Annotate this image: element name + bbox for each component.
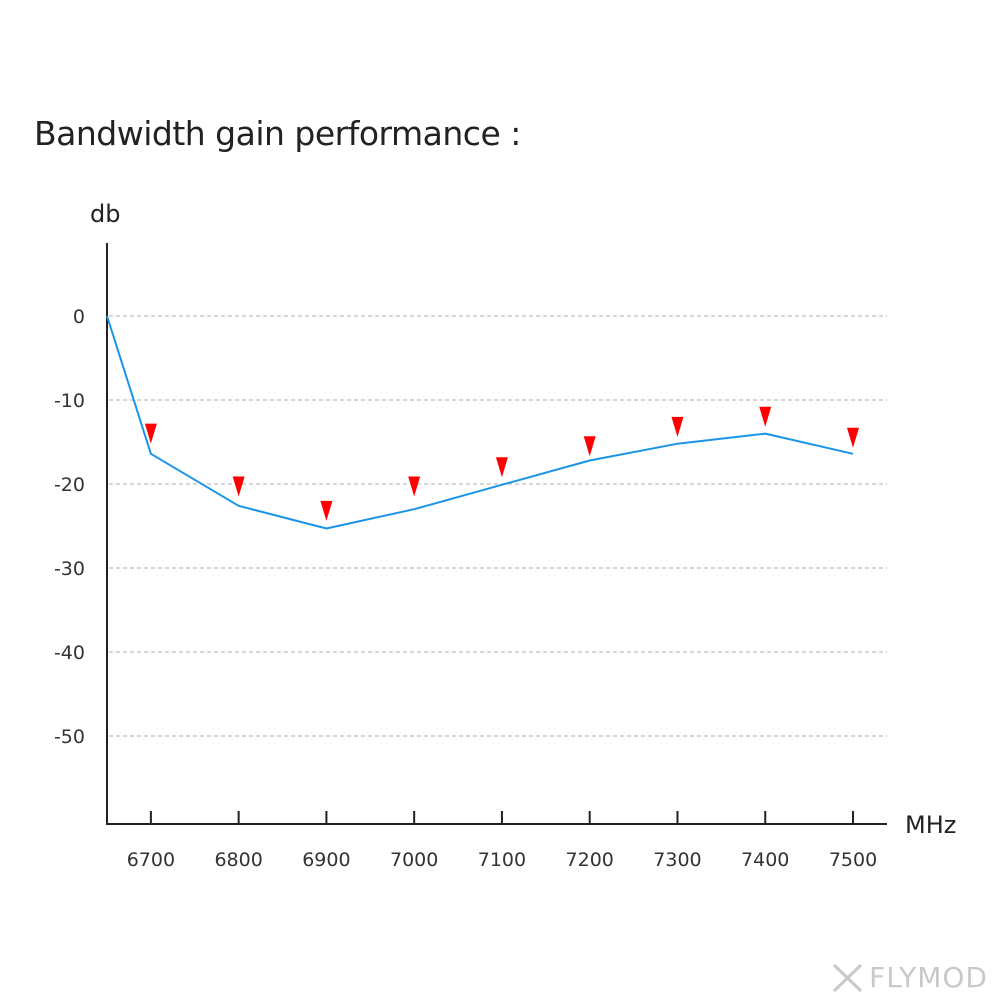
x-tick-label: 7200 xyxy=(566,849,614,871)
markers xyxy=(144,406,859,521)
grid-lines xyxy=(109,315,887,737)
marker-triangle xyxy=(671,416,684,437)
x-tick-label: 6900 xyxy=(302,849,350,871)
y-tick-label: -20 xyxy=(54,474,85,496)
x-tick-label: 7000 xyxy=(390,849,438,871)
marker-triangle xyxy=(583,436,596,457)
series xyxy=(106,315,854,530)
gain-line xyxy=(106,315,854,530)
marker-triangle xyxy=(408,476,421,497)
marker-triangle xyxy=(232,476,245,497)
y-tick-label: 0 xyxy=(73,306,85,328)
marker-triangle xyxy=(759,406,772,427)
marker-triangle xyxy=(144,423,157,444)
marker-triangle xyxy=(847,427,859,448)
marker-triangle xyxy=(495,457,508,478)
x-tick-label: 7500 xyxy=(829,849,877,871)
x-tick-label: 7100 xyxy=(478,849,526,871)
flymod-logo-icon xyxy=(833,963,863,992)
y-tick-labels: 0 -10 -20 -30 -40 -50 xyxy=(54,306,85,748)
y-tick-label: -40 xyxy=(54,642,85,664)
y-tick-label: -10 xyxy=(54,390,85,412)
x-tick-label: 6700 xyxy=(127,849,175,871)
y-tick-label: -50 xyxy=(54,726,85,748)
y-tick-label: -30 xyxy=(54,558,85,580)
x-tick-label: 7400 xyxy=(741,849,789,871)
y-axis-unit-label: db xyxy=(90,200,120,228)
watermark-text: FLYMOD xyxy=(869,961,988,994)
x-tick-label: 6800 xyxy=(214,849,262,871)
flymod-watermark: FLYMOD xyxy=(831,961,988,994)
chart-title: Bandwidth gain performance : xyxy=(34,114,521,153)
marker-triangle xyxy=(320,500,333,521)
x-axis-unit-label: MHz xyxy=(905,811,956,839)
x-tick-label: 7300 xyxy=(653,849,701,871)
x-ticks: 6700 6800 6900 7000 7100 7200 7300 7400 7500 xyxy=(127,811,877,871)
axes: db MHz xyxy=(90,200,956,839)
